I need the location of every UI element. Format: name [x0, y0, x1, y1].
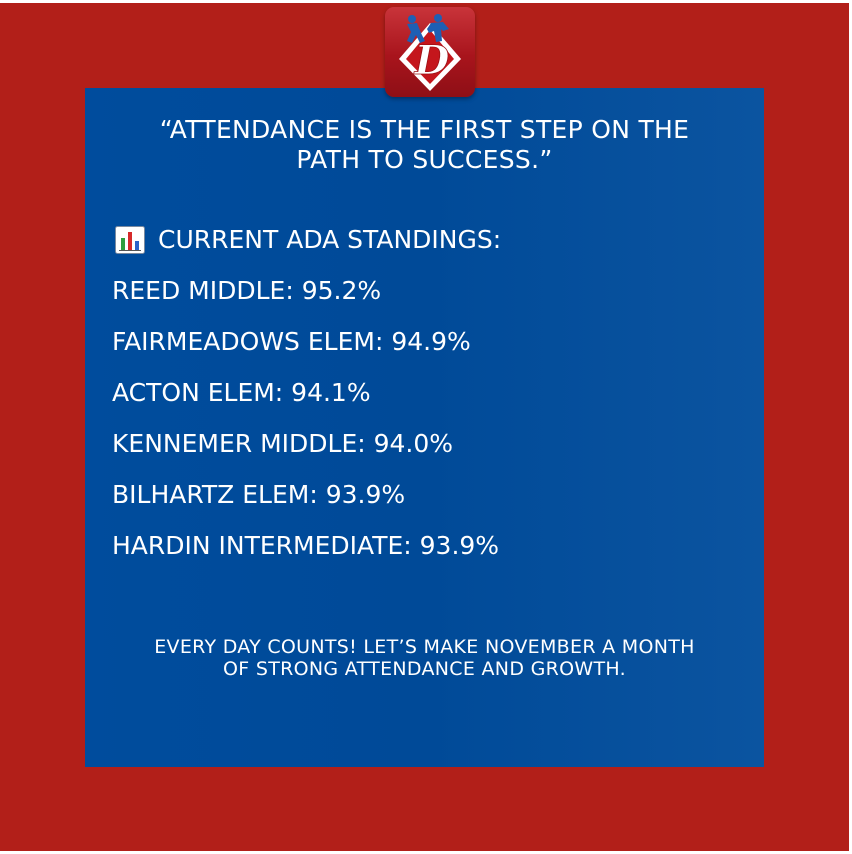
district-logo-icon: D — [385, 7, 475, 97]
footer-line-1: EVERY DAY COUNTS! LET’S MAKE NOVEMBER A … — [154, 636, 695, 658]
school-standing-item: HARDIN INTERMEDIATE: 93.9% — [112, 531, 500, 560]
footer-line-2: OF STRONG ATTENDANCE AND GROWTH. — [223, 658, 626, 680]
footer-message: EVERY DAY COUNTS! LET’S MAKE NOVEMBER A … — [85, 636, 764, 680]
school-standing-item: REED MIDDLE: 95.2% — [112, 276, 382, 305]
standings-heading: CURRENT ADA STANDINGS: — [115, 225, 501, 255]
bar-chart-icon — [115, 226, 145, 254]
school-standing-item: ACTON ELEM: 94.1% — [112, 378, 371, 407]
school-standing-item: FAIRMEADOWS ELEM: 94.9% — [112, 327, 471, 356]
quote-line-1: “ATTENDANCE IS THE FIRST STEP ON THE — [159, 115, 690, 144]
standings-heading-label: CURRENT ADA STANDINGS: — [158, 225, 502, 254]
school-standings-list: REED MIDDLE: 95.2% FAIRMEADOWS ELEM: 94.… — [112, 276, 499, 582]
quote-text: “ATTENDANCE IS THE FIRST STEP ON THE PAT… — [85, 115, 764, 175]
blue-content-panel — [85, 88, 764, 767]
school-standing-item: BILHARTZ ELEM: 93.9% — [112, 480, 406, 509]
logo-letter: D — [414, 37, 450, 84]
quote-line-2: PATH TO SUCCESS.” — [296, 145, 553, 174]
school-standing-item: KENNEMER MIDDLE: 94.0% — [112, 429, 454, 458]
